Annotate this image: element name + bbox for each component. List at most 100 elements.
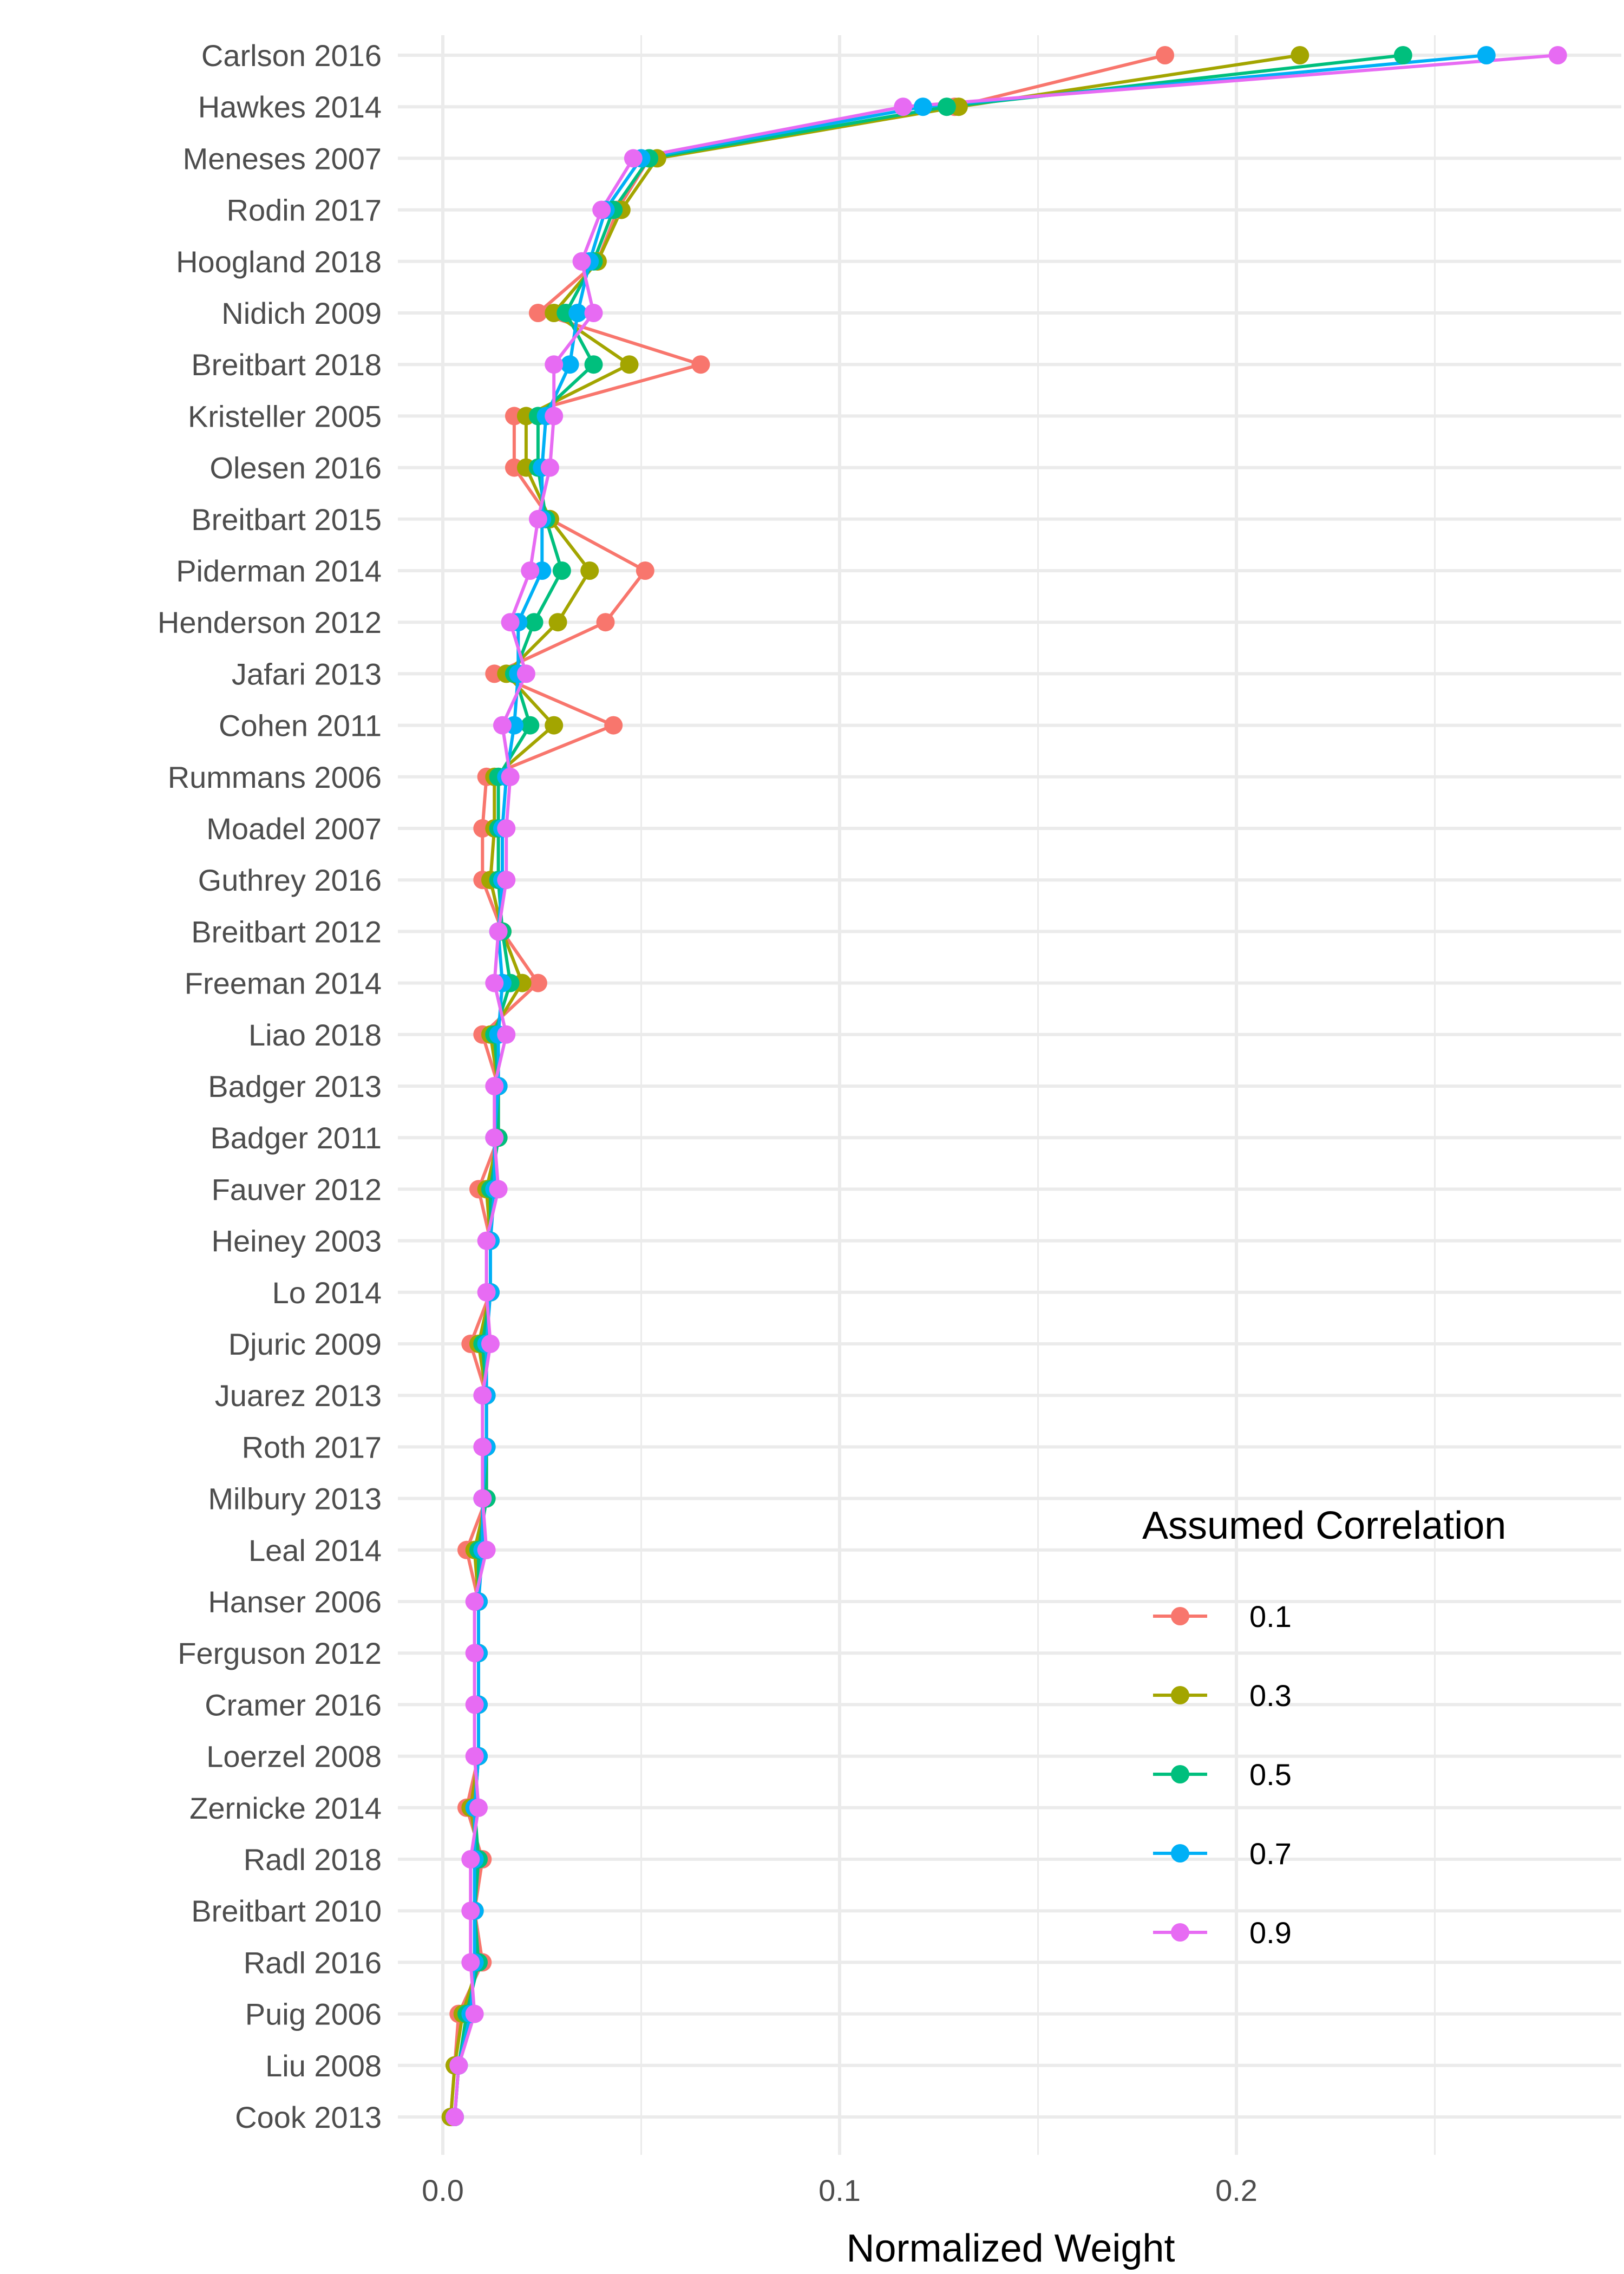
legend-label-0-3: 0.3 (1249, 1678, 1292, 1713)
point-0-9-cramer-2016 (465, 1695, 484, 1714)
point-0-9-carlson-2016 (1548, 46, 1567, 64)
y-tick-label-hanser-2006: Hanser 2006 (208, 1585, 382, 1619)
point-0-3-carlson-2016 (1291, 46, 1309, 64)
x-axis-labels: 0.0 0.1 0.2 (422, 2173, 1258, 2207)
legend-label-0-7: 0.7 (1249, 1837, 1292, 1871)
y-tick-label-zernicke-2014: Zernicke 2014 (189, 1791, 382, 1825)
point-0-9-leal-2014 (477, 1540, 496, 1559)
x-axis-title: Normalized Weight (847, 2227, 1175, 2270)
point-0-9-freeman-2014 (485, 973, 504, 992)
point-0-5-carlson-2016 (1393, 46, 1412, 64)
point-0-9-liu-2008 (449, 2056, 468, 2075)
grid (398, 35, 1621, 2155)
point-0-9-milbury-2013 (473, 1489, 492, 1508)
y-tick-label-cramer-2016: Cramer 2016 (205, 1688, 382, 1722)
y-tick-label-breitbart-2015: Breitbart 2015 (191, 502, 382, 537)
y-tick-label-heiney-2003: Heiney 2003 (212, 1224, 382, 1258)
point-0-9-rummans-2006 (501, 767, 520, 786)
point-0-7-breitbart-2018 (560, 355, 579, 374)
point-0-9-hanser-2006 (465, 1592, 484, 1611)
y-tick-label-ferguson-2012: Ferguson 2012 (178, 1636, 382, 1670)
y-tick-label-freeman-2014: Freeman 2014 (185, 966, 382, 1001)
point-0-9-olesen-2016 (540, 458, 559, 477)
point-0-9-meneses-2007 (624, 149, 643, 168)
point-0-9-fauver-2012 (489, 1180, 508, 1199)
y-tick-label-jafari-2013: Jafari 2013 (232, 657, 382, 691)
legend-key-point (1171, 1765, 1189, 1783)
point-0-5-piderman-2014 (552, 561, 571, 580)
point-0-9-juarez-2013 (473, 1386, 492, 1405)
point-0-9-nidich-2009 (584, 304, 603, 322)
y-tick-label-guthrey-2016: Guthrey 2016 (198, 863, 382, 897)
legend-title: Assumed Correlation (1142, 1504, 1506, 1547)
y-tick-label-nidich-2009: Nidich 2009 (221, 296, 382, 330)
y-tick-label-hoogland-2018: Hoogland 2018 (176, 245, 382, 279)
point-0-1-henderson-2012 (596, 613, 615, 632)
point-0-9-badger-2011 (485, 1128, 504, 1147)
point-0-9-ferguson-2012 (465, 1644, 484, 1663)
point-0-9-cohen-2011 (493, 716, 512, 735)
point-0-3-henderson-2012 (548, 613, 567, 632)
point-0-9-radl-2018 (461, 1850, 480, 1868)
point-0-1-cohen-2011 (604, 716, 623, 735)
point-0-9-breitbart-2012 (489, 922, 508, 941)
legend-key-point (1171, 1923, 1189, 1942)
point-0-5-cohen-2011 (521, 716, 540, 735)
y-tick-label-loerzel-2008: Loerzel 2008 (206, 1740, 382, 1774)
y-tick-label-lo-2014: Lo 2014 (272, 1276, 382, 1310)
series-points (441, 46, 1567, 2126)
point-0-1-breitbart-2018 (691, 355, 710, 374)
point-0-9-hawkes-2014 (894, 97, 913, 116)
point-0-9-zernicke-2014 (469, 1798, 488, 1817)
point-0-9-breitbart-2018 (545, 355, 564, 374)
point-0-9-guthrey-2016 (497, 871, 516, 890)
legend-label-0-1: 0.1 (1249, 1599, 1292, 1633)
point-0-9-breitbart-2015 (528, 509, 547, 528)
y-tick-label-piderman-2014: Piderman 2014 (176, 554, 382, 588)
x-tick-label: 0.2 (1215, 2173, 1258, 2207)
y-tick-label-leal-2014: Leal 2014 (248, 1533, 382, 1567)
point-0-9-moadel-2007 (497, 819, 516, 838)
point-0-1-carlson-2016 (1156, 46, 1175, 64)
legend-items: 0.1 0.3 0.5 0.7 0.9 (1153, 1599, 1292, 1950)
y-tick-label-rodin-2017: Rodin 2017 (227, 193, 382, 227)
point-0-1-freeman-2014 (528, 973, 547, 992)
y-tick-label-cook-2013: Cook 2013 (235, 2100, 382, 2134)
y-tick-label-liao-2018: Liao 2018 (248, 1018, 382, 1052)
legend-label-0-5: 0.5 (1249, 1757, 1292, 1792)
y-tick-label-badger-2013: Badger 2013 (208, 1069, 382, 1103)
point-0-9-breitbart-2010 (461, 1901, 480, 1920)
point-0-9-badger-2013 (485, 1077, 504, 1095)
point-0-9-hoogland-2018 (572, 252, 591, 271)
point-0-7-hawkes-2014 (913, 97, 932, 116)
x-tick-label: 0.1 (818, 2173, 861, 2207)
point-0-9-radl-2016 (461, 1953, 480, 1972)
y-tick-label-breitbart-2012: Breitbart 2012 (191, 914, 382, 949)
point-0-9-kristeller-2005 (545, 407, 564, 426)
point-0-1-nidich-2009 (528, 304, 547, 322)
point-0-9-henderson-2012 (501, 613, 520, 632)
point-0-3-breitbart-2018 (620, 355, 639, 374)
point-0-9-lo-2014 (477, 1283, 496, 1302)
point-0-9-heiney-2003 (477, 1231, 496, 1250)
y-tick-label-roth-2017: Roth 2017 (242, 1430, 382, 1464)
point-0-5-hawkes-2014 (937, 97, 956, 116)
legend-key-point (1171, 1686, 1189, 1704)
point-0-9-rodin-2017 (592, 200, 611, 219)
y-tick-label-liu-2008: Liu 2008 (265, 2049, 382, 2083)
point-0-3-piderman-2014 (580, 561, 599, 580)
point-0-9-loerzel-2008 (465, 1747, 484, 1766)
point-0-7-carlson-2016 (1477, 46, 1496, 64)
y-tick-label-juarez-2013: Juarez 2013 (215, 1378, 382, 1413)
point-0-9-jafari-2013 (516, 664, 535, 683)
y-axis-labels: Carlson 2016 Hawkes 2014 Meneses 2007 Rodin… (158, 38, 382, 2134)
y-tick-label-djuric-2009: Djuric 2009 (228, 1327, 382, 1361)
y-tick-label-radl-2018: Radl 2018 (244, 1842, 382, 1877)
point-0-9-liao-2018 (497, 1025, 516, 1044)
point-0-9-roth-2017 (473, 1437, 492, 1456)
y-tick-label-meneses-2007: Meneses 2007 (183, 141, 382, 175)
y-tick-label-henderson-2012: Henderson 2012 (158, 605, 382, 639)
x-tick-label: 0.0 (422, 2173, 464, 2207)
legend-key-point (1171, 1844, 1189, 1863)
